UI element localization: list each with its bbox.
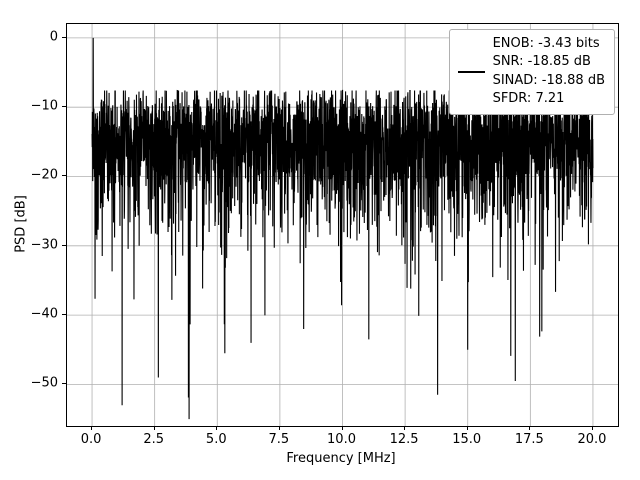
x-tick-label: 17.5 [514,432,544,447]
x-tick-label: 12.5 [389,432,419,447]
y-tick-label: −20 [30,167,58,183]
legend-entry-sfdr: SFDR: 7.21 [492,91,565,107]
x-tick-mark [404,426,406,430]
y-tick-mark [62,314,66,316]
y-tick-mark [62,175,66,177]
x-tick-mark [341,426,343,430]
legend-line-sample-icon [457,70,485,73]
y-tick-label: −30 [30,237,58,253]
y-tick-label: −50 [30,375,58,391]
legend: ENOB: -3.43 bits SNR: -18.85 dB SINAD: -… [448,29,615,115]
y-tick-mark [62,244,66,246]
x-tick-label: 7.5 [268,432,290,447]
y-tick-label: −10 [30,98,58,114]
y-tick-label: 0 [49,29,58,45]
y-tick-mark [62,383,66,385]
x-axis-label: Frequency [MHz] [286,451,396,466]
y-tick-mark [62,106,66,108]
x-tick-mark [529,426,531,430]
x-tick-mark [216,426,218,430]
x-tick-mark [278,426,280,430]
x-tick-label: 0.0 [80,432,102,447]
legend-entry-enob: ENOB: -3.43 bits [492,36,600,51]
x-tick-label: 5.0 [205,432,227,447]
x-tick-label: 15.0 [452,432,482,447]
x-tick-label: 10.0 [327,432,356,447]
legend-text-block: ENOB: -3.43 bits SNR: -18.85 dB SINAD: -… [493,35,605,109]
x-tick-mark [591,426,593,430]
y-tick-label: −40 [30,306,58,322]
x-tick-mark [91,426,93,430]
y-tick-mark [62,36,66,38]
x-tick-label: 2.5 [143,432,164,447]
y-axis-label: PSD [dB] [13,195,29,253]
legend-entry-snr: SNR: -18.85 dB [492,54,591,70]
x-tick-mark [466,426,468,430]
x-tick-label: 20.0 [577,432,607,447]
x-tick-mark [153,426,155,430]
legend-entry-sinad: SINAD: -18.88 dB [492,72,605,88]
